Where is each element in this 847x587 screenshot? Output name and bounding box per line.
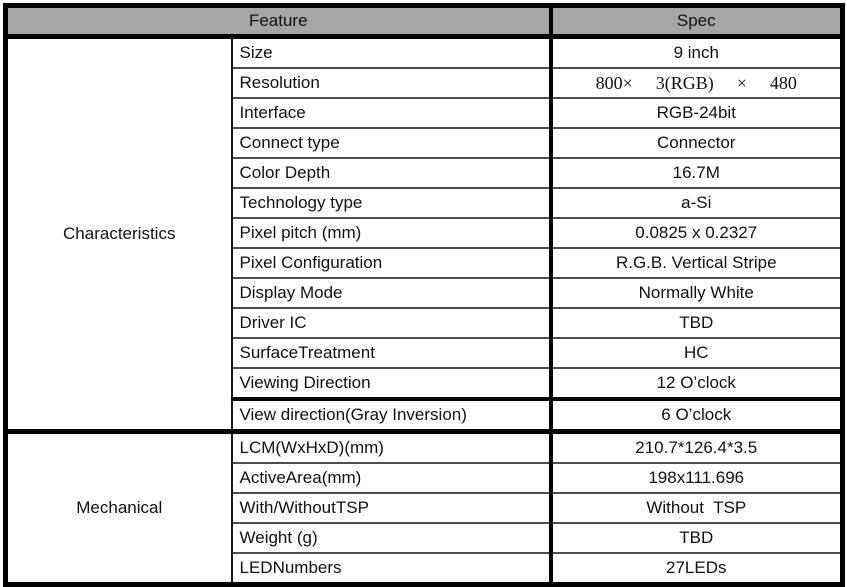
table-row: ActiveArea(mm) 198x111.696 bbox=[6, 462, 843, 493]
header-row: Feature Spec bbox=[5, 5, 843, 39]
spec-cell: 0.0825 x 0.2327 bbox=[548, 217, 843, 248]
feature-cell: Pixel Configuration bbox=[230, 247, 551, 278]
feature-cell: ActiveArea(mm) bbox=[230, 462, 551, 493]
table-row: View direction(Gray Inversion) 6 O’clock bbox=[6, 397, 843, 432]
feature-cell: Color Depth bbox=[230, 157, 551, 188]
section-label-characteristics: Characteristics bbox=[63, 224, 176, 243]
spec-cell: 198x111.696 bbox=[548, 462, 843, 493]
table-row: Color Depth 16.7M bbox=[6, 157, 843, 188]
spec-table: Feature Spec Characteristics Size 9 inch… bbox=[3, 3, 845, 587]
feature-cell: Display Mode bbox=[230, 277, 551, 308]
feature-cell: Technology type bbox=[230, 187, 551, 218]
table-row: With/WithoutTSP Without TSP bbox=[6, 492, 843, 523]
spec-cell: Connector bbox=[548, 127, 843, 158]
feature-cell: SurfaceTreatment bbox=[230, 337, 551, 368]
feature-cell: Size bbox=[230, 36, 551, 68]
table-row: Mechanical LCM(WxHxD)(mm) 210.7*126.4*3.… bbox=[5, 429, 843, 585]
spec-cell: R.G.B. Vertical Stripe bbox=[548, 247, 843, 278]
table-row: Pixel Configuration R.G.B. Vertical Stri… bbox=[6, 247, 843, 278]
header-spec: Spec bbox=[548, 5, 843, 39]
spec-cell: 9 inch bbox=[548, 36, 843, 68]
spec-cell: 16.7M bbox=[548, 157, 843, 188]
spec-cell: Normally White bbox=[548, 277, 843, 308]
header-feature: Feature bbox=[5, 5, 551, 39]
table-row: Interface RGB-24bit bbox=[6, 97, 843, 128]
spec-cell: HC bbox=[548, 337, 843, 368]
spec-cell: a-Si bbox=[548, 187, 843, 218]
table-row: Resolution 800× 3(RGB) × 480 bbox=[6, 67, 843, 98]
feature-cell: View direction(Gray Inversion) bbox=[230, 397, 551, 432]
spec-cell: 210.7*126.4*3.5 bbox=[548, 429, 843, 463]
feature-cell: LEDNumbers bbox=[230, 552, 551, 585]
feature-cell: Interface bbox=[230, 97, 551, 128]
feature-cell: With/WithoutTSP bbox=[230, 492, 551, 523]
feature-cell: LCM(WxHxD)(mm) bbox=[230, 429, 551, 463]
feature-cell: Connect type bbox=[230, 127, 551, 158]
feature-cell: Driver IC bbox=[230, 307, 551, 338]
spec-cell: Without TSP bbox=[548, 492, 843, 523]
spec-cell: RGB-24bit bbox=[548, 97, 843, 128]
feature-cell: Weight (g) bbox=[230, 522, 551, 553]
table-row: Driver IC TBD bbox=[6, 307, 843, 338]
spec-cell: 27LEDs bbox=[548, 552, 843, 585]
feature-cell: Pixel pitch (mm) bbox=[230, 217, 551, 248]
feature-cell: Resolution bbox=[230, 67, 551, 98]
spec-cell: 12 O’clock bbox=[548, 367, 843, 399]
feature-cell: Viewing Direction bbox=[230, 367, 551, 399]
table-row: Pixel pitch (mm) 0.0825 x 0.2327 bbox=[6, 217, 843, 248]
spec-cell: TBD bbox=[548, 307, 843, 338]
spec-cell: 800× 3(RGB) × 480 bbox=[548, 67, 843, 98]
table-row: Technology type a-Si bbox=[6, 187, 843, 218]
table-row: SurfaceTreatment HC bbox=[6, 337, 843, 368]
table-row: Viewing Direction 12 O’clock bbox=[6, 367, 843, 399]
spec-cell: 6 O’clock bbox=[548, 397, 843, 432]
table-row: Display Mode Normally White bbox=[6, 277, 843, 308]
table-row: Connect type Connector bbox=[6, 127, 843, 158]
table-row: Weight (g) TBD bbox=[6, 522, 843, 553]
section-label-mechanical: Mechanical bbox=[5, 429, 232, 585]
spec-cell: TBD bbox=[548, 522, 843, 553]
table-row: Characteristics Size 9 inch bbox=[6, 36, 843, 243]
